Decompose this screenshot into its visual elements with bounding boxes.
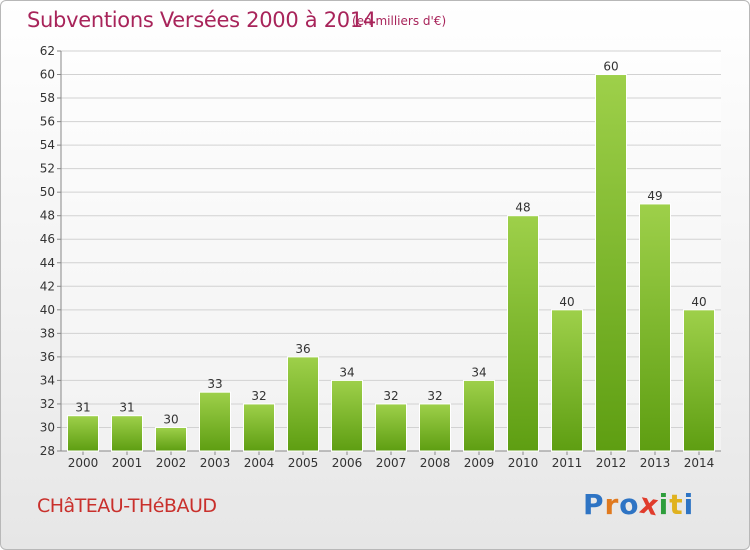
y-tick-label: 38 — [40, 326, 55, 340]
labels: 28 30 32 34 36 38 40 42 44 46 48 50 52 54 56 58 60 62 31 20… — [40, 44, 715, 470]
bar-2004 — [243, 403, 275, 452]
y-tick-label: 60 — [40, 68, 55, 82]
y-tick-label: 46 — [40, 232, 55, 246]
logo-letter: i — [683, 488, 695, 521]
x-tick-label-2006: 2006 — [332, 456, 363, 470]
y-tick-label: 42 — [40, 279, 55, 293]
value-label-2009: 34 — [471, 365, 486, 379]
logo-letter: r — [604, 488, 620, 521]
value-label-2001: 31 — [119, 401, 134, 415]
x-tick-label-2013: 2013 — [640, 456, 671, 470]
value-label-2003: 33 — [207, 377, 222, 391]
x-tick-label-2009: 2009 — [464, 456, 495, 470]
x-tick-label-2012: 2012 — [596, 456, 627, 470]
bar-2012 — [595, 74, 627, 452]
place-name: CHâTEAU-THéBAUD — [37, 495, 217, 517]
bar-2002 — [155, 426, 187, 452]
x-tick-label-2001: 2001 — [112, 456, 143, 470]
value-label-2014: 40 — [691, 295, 706, 309]
chart-subtitle: (en milliers d'€) — [352, 14, 447, 28]
value-label-2006: 34 — [339, 365, 354, 379]
value-label-2007: 32 — [383, 389, 398, 403]
y-tick-label: 62 — [40, 44, 55, 58]
chart-title: Subventions Versées 2000 à 2014 — [27, 8, 376, 32]
y-tick-label: 48 — [40, 209, 55, 223]
x-tick-label-2010: 2010 — [508, 456, 539, 470]
value-label-2010: 48 — [515, 201, 530, 215]
bars — [67, 74, 715, 452]
value-label-2002: 30 — [163, 412, 178, 426]
x-tick-label-2007: 2007 — [376, 456, 407, 470]
x-tick-label-2002: 2002 — [156, 456, 187, 470]
bar-2003 — [199, 391, 231, 452]
value-label-2008: 32 — [427, 389, 442, 403]
x-tick-label-2000: 2000 — [68, 456, 99, 470]
y-tick-label: 30 — [40, 420, 55, 434]
value-label-2005: 36 — [295, 342, 310, 356]
bar-2000 — [67, 415, 99, 452]
bar-2010 — [507, 215, 539, 452]
value-label-2011: 40 — [559, 295, 574, 309]
y-tick-label: 58 — [40, 91, 55, 105]
y-tick-label: 54 — [40, 138, 55, 152]
bar-2008 — [419, 403, 451, 452]
x-tick-label-2011: 2011 — [552, 456, 583, 470]
x-tick-label-2014: 2014 — [684, 456, 715, 470]
x-tick-label-2008: 2008 — [420, 456, 451, 470]
bar-2001 — [111, 415, 143, 452]
bar-2009 — [463, 379, 495, 452]
bar-2013 — [639, 203, 671, 452]
value-label-2000: 31 — [75, 401, 90, 415]
y-tick-label: 32 — [40, 397, 55, 411]
y-tick-label: 52 — [40, 162, 55, 176]
logo-letter: P — [583, 488, 605, 521]
y-tick-label: 56 — [40, 115, 55, 129]
x-tick-label-2004: 2004 — [244, 456, 275, 470]
logo-letter: i — [658, 488, 670, 521]
value-label-2004: 32 — [251, 389, 266, 403]
y-tick-label: 28 — [40, 444, 55, 458]
bar-2006 — [331, 379, 363, 452]
value-label-2013: 49 — [647, 189, 662, 203]
x-tick-label-2003: 2003 — [200, 456, 231, 470]
bar-2014 — [683, 309, 715, 452]
y-tick-label: 44 — [40, 256, 55, 270]
y-tick-label: 36 — [40, 350, 55, 364]
x-tick-label-2005: 2005 — [288, 456, 319, 470]
logo-letter: t — [669, 488, 684, 521]
y-tick-label: 40 — [40, 303, 55, 317]
y-tick-label: 34 — [40, 373, 55, 387]
bar-2007 — [375, 403, 407, 452]
bar-2011 — [551, 309, 583, 452]
y-tick-label: 50 — [40, 185, 55, 199]
bar-2005 — [287, 356, 319, 452]
proxiti-logo: Proxiti — [583, 487, 695, 523]
value-label-2012: 60 — [603, 60, 618, 74]
